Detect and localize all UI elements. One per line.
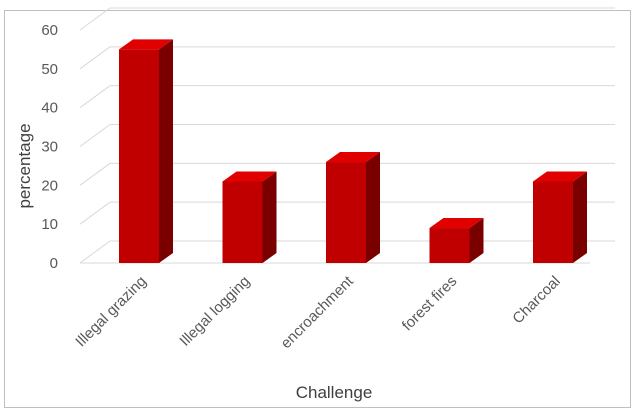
gridline-diagonal — [79, 7, 111, 31]
bar-side — [573, 171, 587, 263]
y-tick-label: 30 — [41, 139, 58, 156]
chart-frame — [4, 10, 631, 408]
gridline-diagonal — [79, 85, 111, 109]
x-tick-label: forest fires — [399, 273, 461, 335]
bar-top — [222, 171, 277, 182]
bar — [533, 171, 587, 263]
gridline-diagonal — [79, 162, 111, 186]
gridline-diagonal — [79, 46, 111, 70]
y-tick-label: 20 — [41, 177, 58, 194]
x-tick-label: Illegal grazing — [72, 273, 149, 350]
x-tick-label: Illegal logging — [176, 273, 253, 350]
bar-side — [469, 218, 484, 263]
x-tick-label: Charcoal — [509, 273, 563, 327]
y-tick-label: 10 — [41, 216, 58, 233]
bar-front — [326, 162, 366, 263]
bar-top — [533, 171, 587, 182]
bar-top — [429, 218, 484, 229]
y-tick-label: 40 — [41, 100, 58, 117]
y-axis-ticks: 0 10 20 30 40 50 60 — [41, 22, 58, 272]
bar-front — [429, 228, 470, 263]
x-axis-ticks: Illegal grazing Illegal logging encroachme… — [72, 272, 563, 352]
bar-front — [119, 49, 159, 263]
bar-side — [159, 39, 173, 263]
y-tick-label: 50 — [41, 61, 58, 78]
bar — [222, 171, 277, 263]
gridlines — [79, 7, 615, 264]
y-axis-title: percentage — [15, 123, 34, 208]
bar — [326, 152, 380, 263]
gridline-diagonal — [79, 124, 111, 147]
gridline-diagonal — [79, 201, 111, 225]
bar-side — [366, 152, 380, 263]
bars — [119, 39, 587, 263]
bar — [119, 39, 173, 263]
bar-side — [262, 171, 277, 263]
bar-top — [119, 39, 173, 50]
gridline-diagonal — [79, 240, 111, 264]
bar-front — [533, 181, 573, 263]
y-tick-label: 60 — [41, 22, 58, 39]
bar-front — [222, 181, 263, 263]
x-axis-title: Challenge — [296, 383, 373, 402]
bar-top — [326, 152, 380, 163]
bar — [429, 218, 484, 263]
x-tick-label: encroachment — [278, 272, 358, 352]
y-tick-label: 0 — [50, 255, 58, 272]
